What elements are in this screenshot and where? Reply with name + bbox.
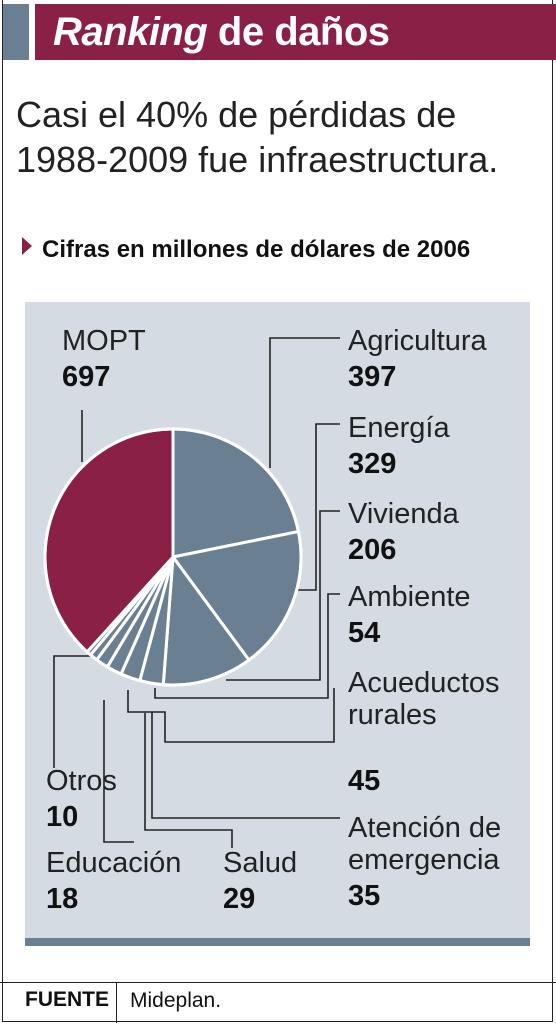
title-bar: Ranking de daños xyxy=(0,0,556,62)
slice-value-energia: 329 xyxy=(348,448,396,480)
leader-line-educacion xyxy=(103,700,134,843)
subheading-text: Cifras en millones de dólares de 2006 xyxy=(42,236,471,263)
slice-label-mopt: MOPT xyxy=(62,325,146,357)
subheading: Cifras en millones de dólares de 2006 xyxy=(22,233,470,267)
slice-label-educacion: Educación xyxy=(46,847,181,879)
title-background xyxy=(35,4,556,60)
slice-label-salud: Salud xyxy=(223,847,297,879)
leader-line-agricultura xyxy=(269,337,340,468)
slice-value-ambiente: 54 xyxy=(348,617,380,649)
slice-value-mopt: 697 xyxy=(62,361,110,393)
slice-label-ambiente: Ambiente xyxy=(348,581,471,613)
title-rest: de daños xyxy=(217,10,390,54)
leader-line-ambiente xyxy=(154,593,340,699)
slice-label-vivienda: Vivienda xyxy=(348,498,460,530)
title-accent-block xyxy=(3,4,29,60)
slice-value-agricultura: 397 xyxy=(348,361,396,393)
slice-value-atencion-de-emergencia: 35 xyxy=(348,880,380,912)
slice-label-acueductos-rurales-line-2: rurales xyxy=(348,699,437,731)
footer-label: FUENTE xyxy=(25,988,109,1011)
slice-label-atencion-de-emergencia-line-1: Atención de xyxy=(348,812,501,844)
slice-value-otros: 10 xyxy=(46,801,78,833)
leader-line-atencion-de-emergencia xyxy=(151,712,340,819)
slice-value-educacion: 18 xyxy=(46,883,78,915)
footer-divider xyxy=(0,982,556,983)
slice-label-acueductos-rurales-line-1: Acueductos xyxy=(348,667,500,699)
footer-separator xyxy=(116,983,117,1023)
page-title: Ranking de daños xyxy=(53,4,390,60)
slice-label-otros: Otros xyxy=(46,765,117,797)
headline: Casi el 40% de pérdidas de 1988-2009 fue… xyxy=(16,94,499,180)
triangle-bullet-icon xyxy=(22,237,32,255)
slice-label-agricultura: Agricultura xyxy=(348,325,487,357)
leader-line-vivienda xyxy=(226,510,340,681)
slice-value-acueductos-rurales: 45 xyxy=(348,765,380,797)
leader-line-salud xyxy=(144,713,233,848)
leader-line-otros xyxy=(53,655,92,768)
slice-label-energia: Energía xyxy=(348,412,450,444)
slice-label-atencion-de-emergencia-line-2: emergencia xyxy=(348,844,500,876)
pie-outline xyxy=(43,427,303,687)
chart-panel-bottom-bar xyxy=(25,938,530,946)
slice-value-vivienda: 206 xyxy=(348,534,396,566)
leader-line-acueductos-rurales xyxy=(127,688,335,743)
slice-value-salud: 29 xyxy=(223,883,255,915)
footer-source: Mideplan. xyxy=(130,989,222,1012)
title-italic: Ranking xyxy=(53,10,208,54)
